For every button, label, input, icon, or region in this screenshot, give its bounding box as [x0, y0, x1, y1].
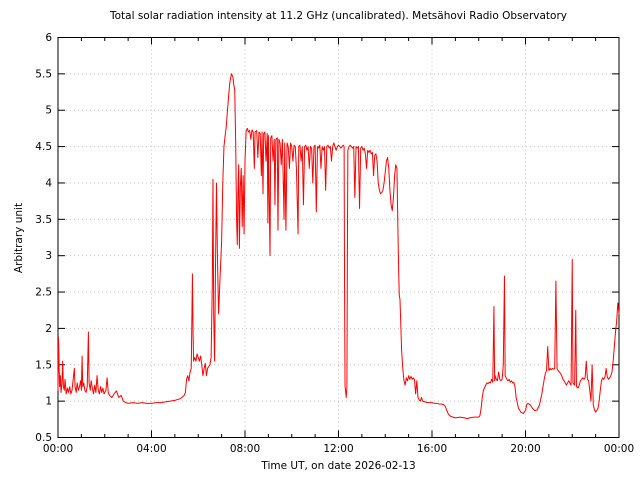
y-tick-label: 5: [45, 105, 52, 117]
y-tick-label: 4: [45, 177, 52, 189]
y-tick-label: 1: [45, 396, 52, 408]
y-tick-label: 1.5: [35, 359, 52, 371]
x-tick-label: 16:00: [417, 443, 447, 455]
y-tick-label: 2.5: [35, 287, 52, 299]
x-tick-label: 00:00: [604, 443, 634, 455]
data-series-line: [57, 73, 620, 420]
y-tick-label: 3: [45, 250, 52, 262]
y-tick-label: 2: [45, 323, 52, 335]
x-axis-title: Time UT, on date 2026-02-13: [261, 460, 416, 472]
chart-title: Total solar radiation intensity at 11.2 …: [109, 10, 568, 22]
x-tick-label: 00:00: [43, 443, 73, 455]
x-tick-label: 12:00: [323, 443, 353, 455]
y-tick-label: 5.5: [35, 68, 52, 80]
x-tick-label: 04:00: [136, 443, 166, 455]
x-tick-label: 08:00: [230, 443, 260, 455]
y-tick-label: 3.5: [35, 214, 52, 226]
y-tick-label: 0.5: [35, 432, 52, 444]
y-tick-label: 6: [45, 32, 52, 44]
y-tick-label: 4.5: [35, 141, 52, 153]
x-tick-label: 20:00: [510, 443, 540, 455]
